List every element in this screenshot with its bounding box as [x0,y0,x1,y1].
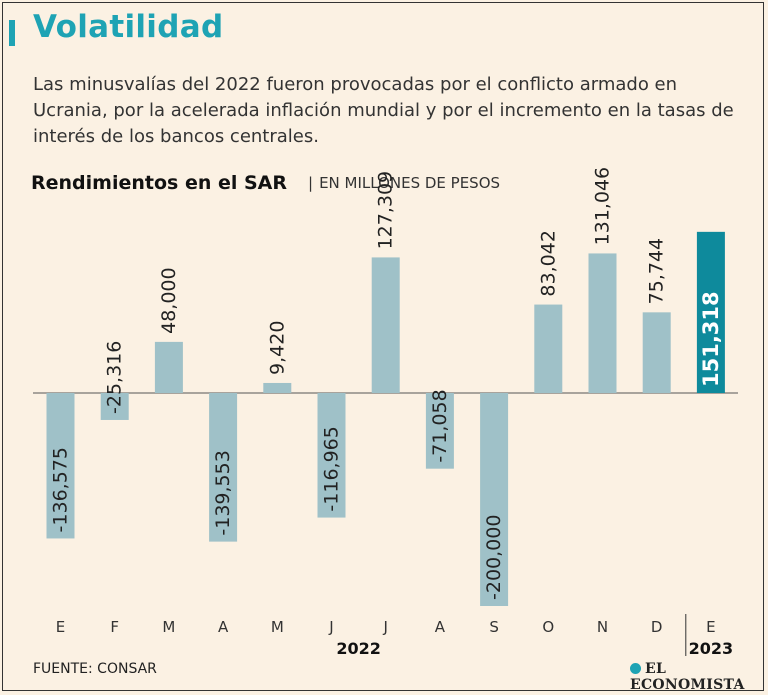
value-label-1: -136,575 [50,447,72,532]
logo-text: EL ECONOMISTA [630,661,745,693]
bar-6 [317,393,346,518]
chart-title: Rendimientos en el SAR [31,172,287,194]
category-label-2: F [110,618,119,636]
bar-3 [154,341,183,393]
category-label-10: O [542,618,554,636]
value-label-3: 48,000 [158,267,180,333]
value-label-9: -200,000 [483,515,505,600]
value-label-4: -139,553 [212,450,234,535]
value-label-8: -71,058 [429,389,451,462]
publisher-logo: EL ECONOMISTA [630,661,768,693]
category-label-9: S [489,618,499,636]
category-label-6: J [328,618,333,636]
category-label-13: E [706,618,715,636]
logo-dot-icon [630,663,641,674]
value-label-11: 131,046 [592,167,614,246]
bar-11 [588,253,617,393]
bar-4 [209,393,238,542]
value-label-5: 9,420 [266,321,288,375]
source-note: FUENTE: CONSAR [33,661,157,677]
bar-12 [642,312,671,393]
value-label-13: 151,318 [699,291,723,387]
chart-unit: EN MILLONES DE PESOS [308,174,500,192]
year-label-2022: 2022 [336,639,381,658]
year-label-2023: 2023 [689,639,734,658]
category-label-11: N [597,618,608,636]
bar-2 [100,393,129,420]
category-label-12: D [651,618,663,636]
value-label-10: 83,042 [537,230,559,296]
value-label-7: 127,309 [375,171,397,250]
category-label-8: A [435,618,446,636]
page-title: Volatilidad [33,9,224,45]
bar-1 [46,393,75,539]
bar-7 [371,257,400,393]
category-label-5: M [271,618,284,636]
bar-10 [534,304,563,393]
bar-5 [263,382,292,393]
value-label-12: 75,744 [646,238,668,304]
category-label-4: A [218,618,229,636]
bar-9 [480,393,509,606]
bar-13 [696,231,725,393]
category-label-7: J [382,618,387,636]
category-label-1: E [56,618,65,636]
bar-8 [425,393,454,469]
value-label-2: -25,316 [104,341,126,414]
category-label-3: M [162,618,175,636]
value-label-6: -116,965 [321,426,343,511]
subtitle: Las minusvalías del 2022 fueron provocad… [33,74,734,147]
title-accent-bar [9,20,15,46]
